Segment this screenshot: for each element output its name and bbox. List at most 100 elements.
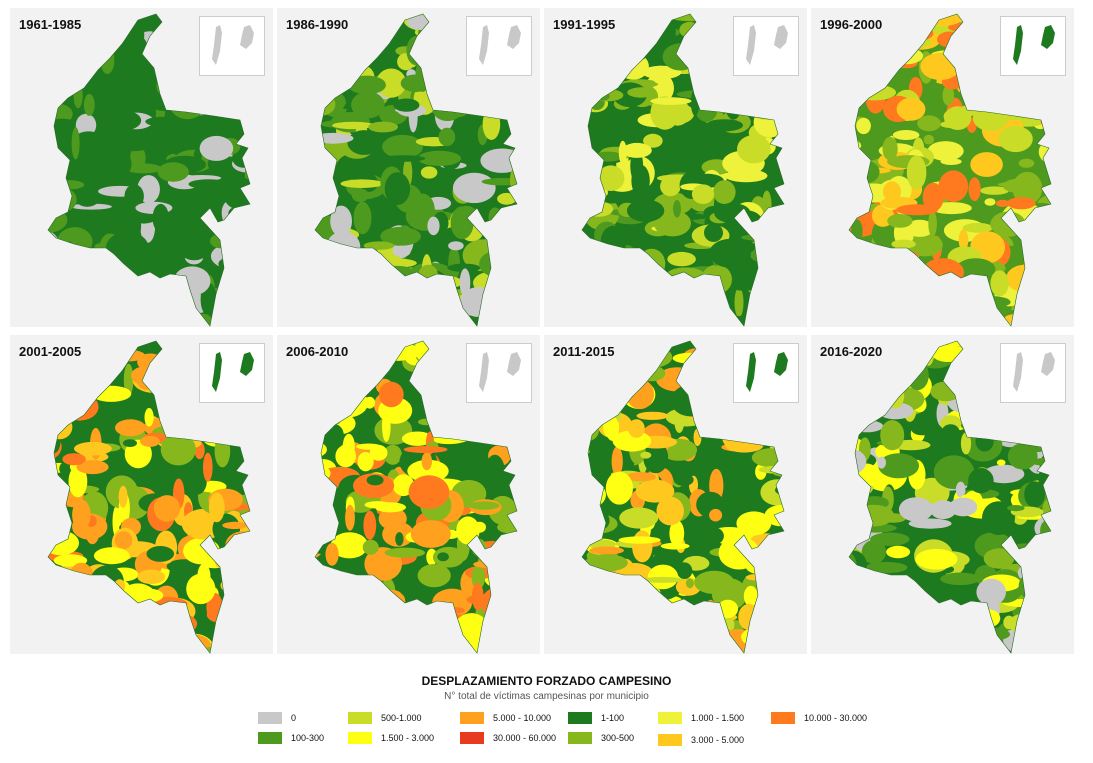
municipality-patch (93, 547, 130, 565)
municipality-patch (582, 641, 597, 653)
municipality-patch (479, 251, 512, 277)
municipality-patch (322, 263, 355, 282)
municipality-patch (653, 210, 691, 237)
municipality-patch (906, 155, 927, 190)
municipality-patch (734, 287, 744, 318)
municipality-patch (949, 497, 978, 517)
municipality-patch (124, 184, 144, 209)
municipality-patch (680, 272, 693, 306)
municipality-patch (1007, 505, 1025, 512)
municipality-patch (1024, 481, 1045, 508)
municipality-patch (1043, 418, 1051, 447)
municipality-patch (319, 260, 361, 293)
municipality-patch (915, 548, 958, 570)
municipality-patch (600, 225, 627, 257)
municipality-patch (392, 606, 420, 636)
municipality-patch (335, 307, 374, 326)
municipality-patch (667, 251, 696, 267)
municipality-patch (378, 507, 407, 530)
san-andres-island (746, 25, 756, 65)
municipality-patch (983, 358, 995, 365)
municipality-patch (48, 135, 53, 166)
municipality-patch (958, 14, 988, 32)
islands-inset (733, 343, 799, 403)
municipality-patch (315, 264, 329, 276)
municipality-patch (340, 179, 384, 188)
municipality-patch (700, 647, 719, 653)
municipality-patch (882, 14, 893, 33)
legend-swatch (658, 734, 682, 746)
municipality-patch (1024, 81, 1044, 98)
municipality-patch (582, 155, 601, 179)
legend-label: 1.000 - 1.500 (691, 713, 745, 723)
municipality-patch (849, 388, 854, 398)
municipality-patch (582, 315, 589, 326)
municipality-patch (911, 423, 933, 436)
municipality-patch (705, 599, 716, 624)
municipality-patch (179, 239, 209, 261)
municipality-patch (48, 66, 76, 85)
municipality-patch (368, 121, 398, 133)
municipality-patch (628, 419, 645, 438)
municipality-patch (456, 516, 480, 545)
municipality-patch (364, 637, 401, 653)
municipality-patch (988, 402, 1020, 419)
municipality-patch (150, 119, 181, 150)
municipality-patch (506, 76, 517, 111)
municipality-patch (413, 283, 446, 295)
municipality-patch (427, 216, 440, 236)
municipality-patch (118, 485, 128, 508)
municipality-patch (582, 174, 601, 200)
municipality-patch (155, 484, 166, 492)
municipality-patch (939, 291, 953, 325)
municipality-patch (208, 492, 225, 523)
municipality-patch (888, 643, 915, 651)
municipality-patch (633, 638, 656, 653)
san-andres-island (479, 352, 489, 392)
san-andres-island (1013, 352, 1023, 392)
municipality-patch (151, 36, 161, 63)
municipality-patch (701, 79, 723, 101)
municipality-patch (512, 522, 517, 555)
municipality-patch (169, 75, 195, 98)
municipality-patch (399, 302, 416, 326)
municipality-patch (945, 612, 956, 634)
islands-map (1013, 25, 1055, 65)
islands-inset (199, 16, 265, 76)
providencia-island (1041, 25, 1055, 49)
municipality-patch (417, 564, 451, 588)
municipality-patch (315, 132, 354, 144)
municipality-patch (849, 138, 862, 154)
municipality-patch (430, 300, 465, 310)
municipality-patch (480, 148, 517, 173)
municipality-patch (632, 530, 653, 563)
municipality-patch (73, 316, 118, 326)
municipality-patch (79, 383, 89, 402)
municipality-patch (1040, 113, 1051, 130)
municipality-patch (364, 501, 391, 509)
municipality-patch (649, 14, 659, 40)
legend-label: 300-500 (601, 733, 635, 743)
municipality-patch (353, 39, 386, 50)
islands-map (212, 25, 254, 65)
municipality-patch (384, 547, 425, 558)
municipality-patch (759, 93, 779, 101)
municipality-patch (214, 546, 223, 568)
municipality-patch (710, 322, 725, 326)
municipality-patch (228, 404, 250, 428)
municipality-patch (315, 559, 324, 586)
municipality-patch (582, 129, 585, 164)
legend-label: 1.500 - 3.000 (381, 733, 435, 743)
municipality-patch (186, 573, 216, 605)
municipality-patch (1028, 80, 1051, 109)
municipality-patch (1017, 561, 1051, 585)
municipality-patch (454, 613, 489, 643)
municipality-patch (865, 561, 908, 574)
municipality-patch (615, 257, 640, 268)
islands-inset (199, 343, 265, 403)
legend-label: 500-1.000 (381, 713, 422, 723)
municipality-patch (402, 279, 428, 311)
municipality-patch (849, 42, 867, 57)
municipality-patch (355, 286, 389, 316)
municipality-patch (58, 309, 91, 326)
